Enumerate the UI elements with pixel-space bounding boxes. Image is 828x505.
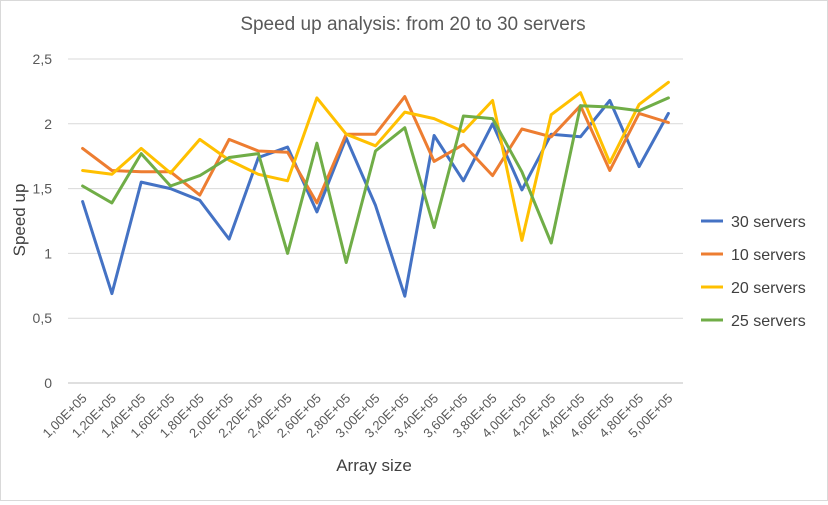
x-axis-ticks: 1,00E+051,20E+051,40E+051,60E+051,80E+05…	[40, 391, 676, 441]
y-tick-label: 2,5	[33, 51, 53, 67]
x-axis-label: Array size	[336, 456, 412, 475]
legend-label: 30 servers	[731, 214, 806, 231]
legend-label: 20 servers	[731, 280, 806, 297]
chart-title: Speed up analysis: from 20 to 30 servers	[240, 14, 585, 35]
y-tick-label: 0,5	[33, 310, 53, 326]
y-axis-label: Speed up	[10, 184, 29, 257]
series-lines	[81, 80, 670, 298]
series-line-3	[81, 96, 670, 264]
y-tick-label: 1,5	[33, 181, 53, 197]
y-tick-label: 2	[44, 116, 52, 132]
legend-label: 25 servers	[731, 313, 806, 330]
legend: 30 servers 10 servers 20 servers 25 servers	[701, 214, 806, 330]
y-axis-ticks: 0 0,5 1 1,5 2 2,5	[33, 51, 53, 391]
y-tick-label: 0	[44, 375, 52, 391]
y-tick-label: 1	[44, 245, 52, 261]
series-line-1	[81, 95, 670, 205]
series-line-2	[81, 80, 670, 242]
legend-label: 10 servers	[731, 247, 806, 264]
series-line-0	[81, 99, 670, 298]
